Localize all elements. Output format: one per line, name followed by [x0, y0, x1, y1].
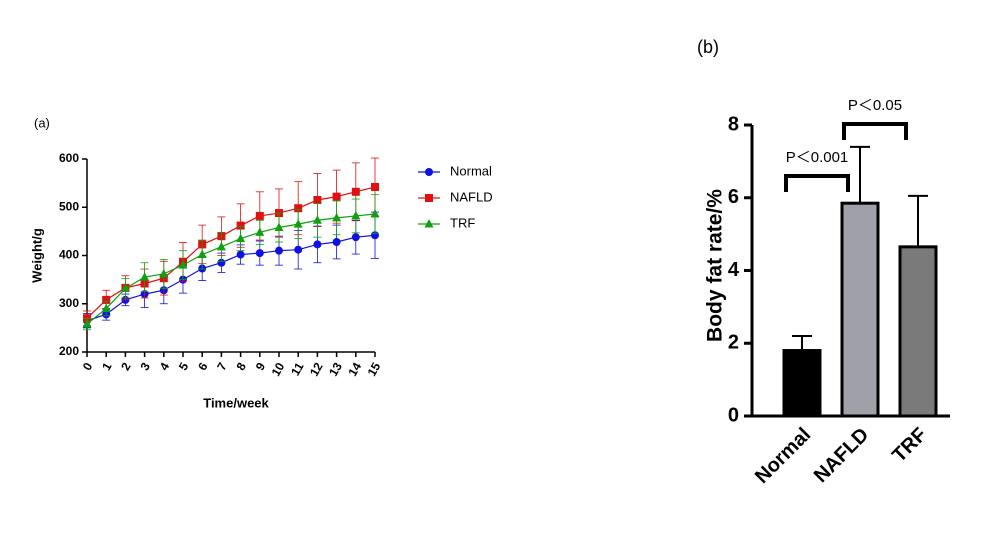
marker [294, 245, 303, 254]
x-tick-label: 11 [288, 360, 307, 378]
marker [293, 219, 303, 228]
marker [197, 249, 207, 259]
x-tick-label: 6 [195, 360, 211, 373]
x-tick-label: 4 [157, 360, 173, 373]
series-line [86, 186, 376, 319]
marker [332, 192, 341, 201]
marker [236, 250, 245, 259]
marker [351, 187, 360, 196]
marker [140, 272, 150, 281]
x-tick-label: 2 [118, 360, 134, 373]
bar [840, 201, 880, 418]
error-bar [850, 145, 870, 204]
y-tick-label: 300 [59, 296, 79, 310]
x-tick-label: 13 [326, 360, 345, 379]
marker [425, 194, 433, 202]
x-tick-label: Normal [751, 424, 815, 488]
y-axis-label: Weight/g [29, 228, 44, 283]
x-tick-label: 7 [214, 360, 230, 373]
x-axis-label: Time/week [203, 395, 269, 410]
legend-label: Normal [450, 163, 492, 178]
marker [424, 219, 434, 228]
x-tick-label: 0 [80, 360, 96, 373]
panel-label: (a) [34, 115, 50, 130]
marker [255, 227, 265, 236]
marker [101, 303, 111, 313]
marker [178, 260, 188, 269]
y-axis-label: Body fat rate/% [704, 189, 727, 342]
y-tick-label: 4 [728, 259, 740, 281]
y-tick-label: 200 [59, 344, 79, 358]
marker [371, 182, 379, 191]
marker [294, 204, 303, 213]
marker [120, 283, 130, 292]
x-tick-label: 15 [365, 360, 384, 379]
marker [313, 196, 322, 205]
y-tick-label: 500 [59, 199, 79, 213]
x-tick-label: 8 [233, 360, 249, 373]
panel-label: (b) [697, 37, 719, 57]
marker [275, 246, 283, 255]
y-tick-label: 400 [59, 248, 79, 262]
annotation: P＜0.05 [848, 97, 902, 114]
bar [782, 349, 822, 418]
x-tick-label: 10 [269, 360, 288, 379]
significance-bracket [842, 122, 908, 140]
marker [351, 210, 361, 220]
marker [255, 249, 264, 258]
x-tick-label: 12 [307, 360, 326, 379]
marker [82, 319, 92, 328]
x-tick-label: 3 [137, 360, 153, 373]
marker [216, 241, 226, 251]
x-tick-label: TRF [888, 424, 931, 467]
marker [332, 212, 342, 222]
y-tick-label: 6 [728, 186, 739, 208]
marker [351, 233, 360, 242]
marker [274, 222, 284, 232]
marker [217, 258, 226, 267]
x-tick-label: 14 [345, 360, 364, 379]
marker [102, 295, 111, 304]
marker [425, 168, 433, 176]
y-tick-label: 2 [728, 332, 739, 354]
y-tick-label: 8 [728, 113, 739, 135]
marker [313, 240, 322, 249]
x-tick-label: 5 [176, 360, 192, 373]
y-tick-label: 0 [728, 404, 739, 426]
marker [236, 233, 246, 243]
x-tick-label: 9 [253, 360, 269, 373]
marker [159, 268, 169, 278]
marker [236, 221, 245, 230]
y-tick-label: 600 [59, 151, 79, 165]
x-tick-label: NAFLD [810, 424, 873, 487]
bar [898, 245, 938, 418]
series-line [86, 234, 376, 322]
marker [312, 215, 322, 224]
error-bar [908, 194, 928, 247]
legend-label: TRF [450, 215, 475, 230]
marker [255, 211, 264, 220]
marker [370, 209, 380, 218]
x-tick-label: 1 [99, 360, 115, 373]
series-line [86, 213, 376, 325]
legend-label: NAFLD [450, 189, 493, 204]
annotation: P＜0.001 [786, 149, 849, 166]
error-bar [792, 334, 812, 351]
marker [332, 237, 341, 246]
significance-bracket [784, 174, 850, 192]
